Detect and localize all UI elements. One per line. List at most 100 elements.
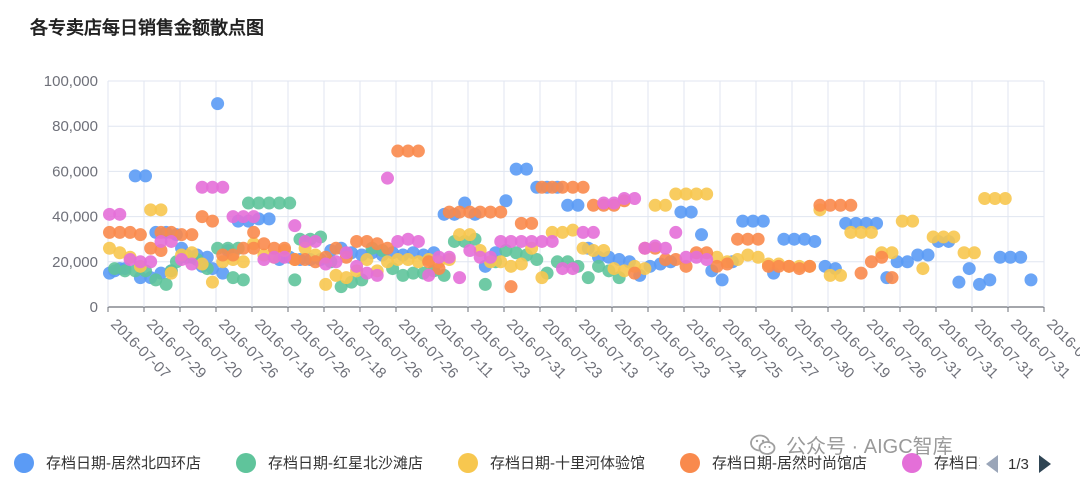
scatter-point[interactable]: [267, 241, 281, 255]
scatter-point[interactable]: [535, 234, 549, 248]
scatter-point[interactable]: [247, 241, 261, 255]
scatter-point[interactable]: [731, 232, 745, 246]
scatter-point[interactable]: [453, 228, 467, 242]
scatter-point[interactable]: [133, 255, 147, 269]
scatter-point[interactable]: [442, 205, 456, 219]
scatter-point[interactable]: [978, 192, 992, 206]
scatter-point[interactable]: [782, 259, 796, 273]
scatter-point[interactable]: [216, 180, 230, 194]
scatter-point[interactable]: [108, 262, 122, 276]
scatter-point[interactable]: [149, 273, 163, 287]
scatter-point[interactable]: [185, 246, 199, 260]
scatter-point[interactable]: [854, 225, 868, 239]
scatter-point[interactable]: [756, 214, 770, 228]
scatter-point[interactable]: [118, 264, 132, 278]
scatter-point[interactable]: [895, 214, 909, 228]
scatter-point[interactable]: [185, 257, 199, 271]
scatter-point[interactable]: [669, 253, 683, 267]
scatter-point[interactable]: [566, 223, 580, 237]
scatter-point[interactable]: [257, 253, 271, 267]
scatter-point[interactable]: [262, 212, 276, 226]
scatter-point[interactable]: [195, 180, 209, 194]
scatter-point[interactable]: [695, 228, 709, 242]
scatter-point[interactable]: [576, 241, 590, 255]
scatter-point[interactable]: [746, 214, 760, 228]
scatter-point[interactable]: [473, 250, 487, 264]
scatter-point[interactable]: [597, 196, 611, 210]
scatter-point[interactable]: [113, 225, 127, 239]
scatter-point[interactable]: [288, 273, 302, 287]
scatter-point[interactable]: [504, 234, 518, 248]
scatter-point[interactable]: [751, 250, 765, 264]
scatter-point[interactable]: [797, 232, 811, 246]
scatter-point[interactable]: [566, 180, 580, 194]
scatter-point[interactable]: [205, 180, 219, 194]
scatter-point[interactable]: [144, 255, 158, 269]
scatter-point[interactable]: [401, 232, 415, 246]
scatter-point[interactable]: [576, 225, 590, 239]
scatter-point[interactable]: [586, 225, 600, 239]
scatter-point[interactable]: [453, 205, 467, 219]
scatter-point[interactable]: [329, 241, 343, 255]
scatter-point[interactable]: [519, 162, 533, 176]
scatter-point[interactable]: [241, 196, 255, 210]
scatter-point[interactable]: [916, 262, 930, 276]
scatter-point[interactable]: [906, 214, 920, 228]
scatter-point[interactable]: [494, 205, 508, 219]
scatter-point[interactable]: [195, 257, 209, 271]
scatter-point[interactable]: [581, 271, 595, 285]
scatter-point[interactable]: [247, 225, 261, 239]
scatter-point[interactable]: [566, 262, 580, 276]
scatter-point[interactable]: [391, 144, 405, 158]
scatter-point[interactable]: [834, 198, 848, 212]
scatter-point[interactable]: [360, 266, 374, 280]
scatter-point[interactable]: [391, 253, 405, 267]
scatter-point[interactable]: [530, 253, 544, 267]
scatter-point[interactable]: [432, 262, 446, 276]
scatter-point[interactable]: [648, 239, 662, 253]
pager-next-icon[interactable]: [1038, 455, 1051, 473]
scatter-point[interactable]: [272, 196, 286, 210]
scatter-point[interactable]: [576, 180, 590, 194]
scatter-point[interactable]: [911, 248, 925, 262]
scatter-point[interactable]: [679, 259, 693, 273]
scatter-point[interactable]: [700, 253, 714, 267]
scatter-point[interactable]: [864, 225, 878, 239]
scatter-point[interactable]: [494, 255, 508, 269]
scatter-point[interactable]: [154, 203, 168, 217]
scatter-point[interactable]: [463, 205, 477, 219]
scatter-point[interactable]: [370, 237, 384, 251]
scatter-point[interactable]: [339, 246, 353, 260]
scatter-point[interactable]: [380, 241, 394, 255]
scatter-point[interactable]: [123, 253, 137, 267]
scatter-point[interactable]: [658, 241, 672, 255]
scatter-point[interactable]: [669, 225, 683, 239]
scatter-point[interactable]: [267, 250, 281, 264]
scatter-point[interactable]: [113, 246, 127, 260]
scatter-point[interactable]: [164, 266, 178, 280]
scatter-point[interactable]: [154, 244, 168, 257]
scatter-point[interactable]: [514, 257, 528, 271]
scatter-point[interactable]: [102, 241, 116, 255]
scatter-point[interactable]: [139, 169, 153, 183]
scatter-point[interactable]: [483, 250, 497, 264]
scatter-point[interactable]: [216, 266, 230, 280]
scatter-point[interactable]: [885, 246, 899, 260]
scatter-point[interactable]: [1024, 273, 1038, 287]
scatter-point[interactable]: [236, 241, 250, 255]
scatter-point[interactable]: [283, 196, 297, 210]
scatter-point[interactable]: [422, 268, 436, 282]
pager-prev-icon[interactable]: [986, 455, 998, 473]
scatter-point[interactable]: [288, 219, 302, 233]
scatter-point[interactable]: [751, 232, 765, 246]
scatter-point[interactable]: [808, 234, 822, 248]
scatter-point[interactable]: [494, 234, 508, 248]
scatter-point[interactable]: [463, 244, 477, 257]
scatter-point[interactable]: [648, 198, 662, 212]
scatter-point[interactable]: [123, 225, 137, 239]
scatter-point[interactable]: [952, 275, 966, 289]
scatter-point[interactable]: [509, 162, 523, 176]
scatter-point[interactable]: [329, 255, 343, 269]
scatter-point[interactable]: [159, 277, 173, 291]
scatter-point[interactable]: [308, 234, 322, 248]
